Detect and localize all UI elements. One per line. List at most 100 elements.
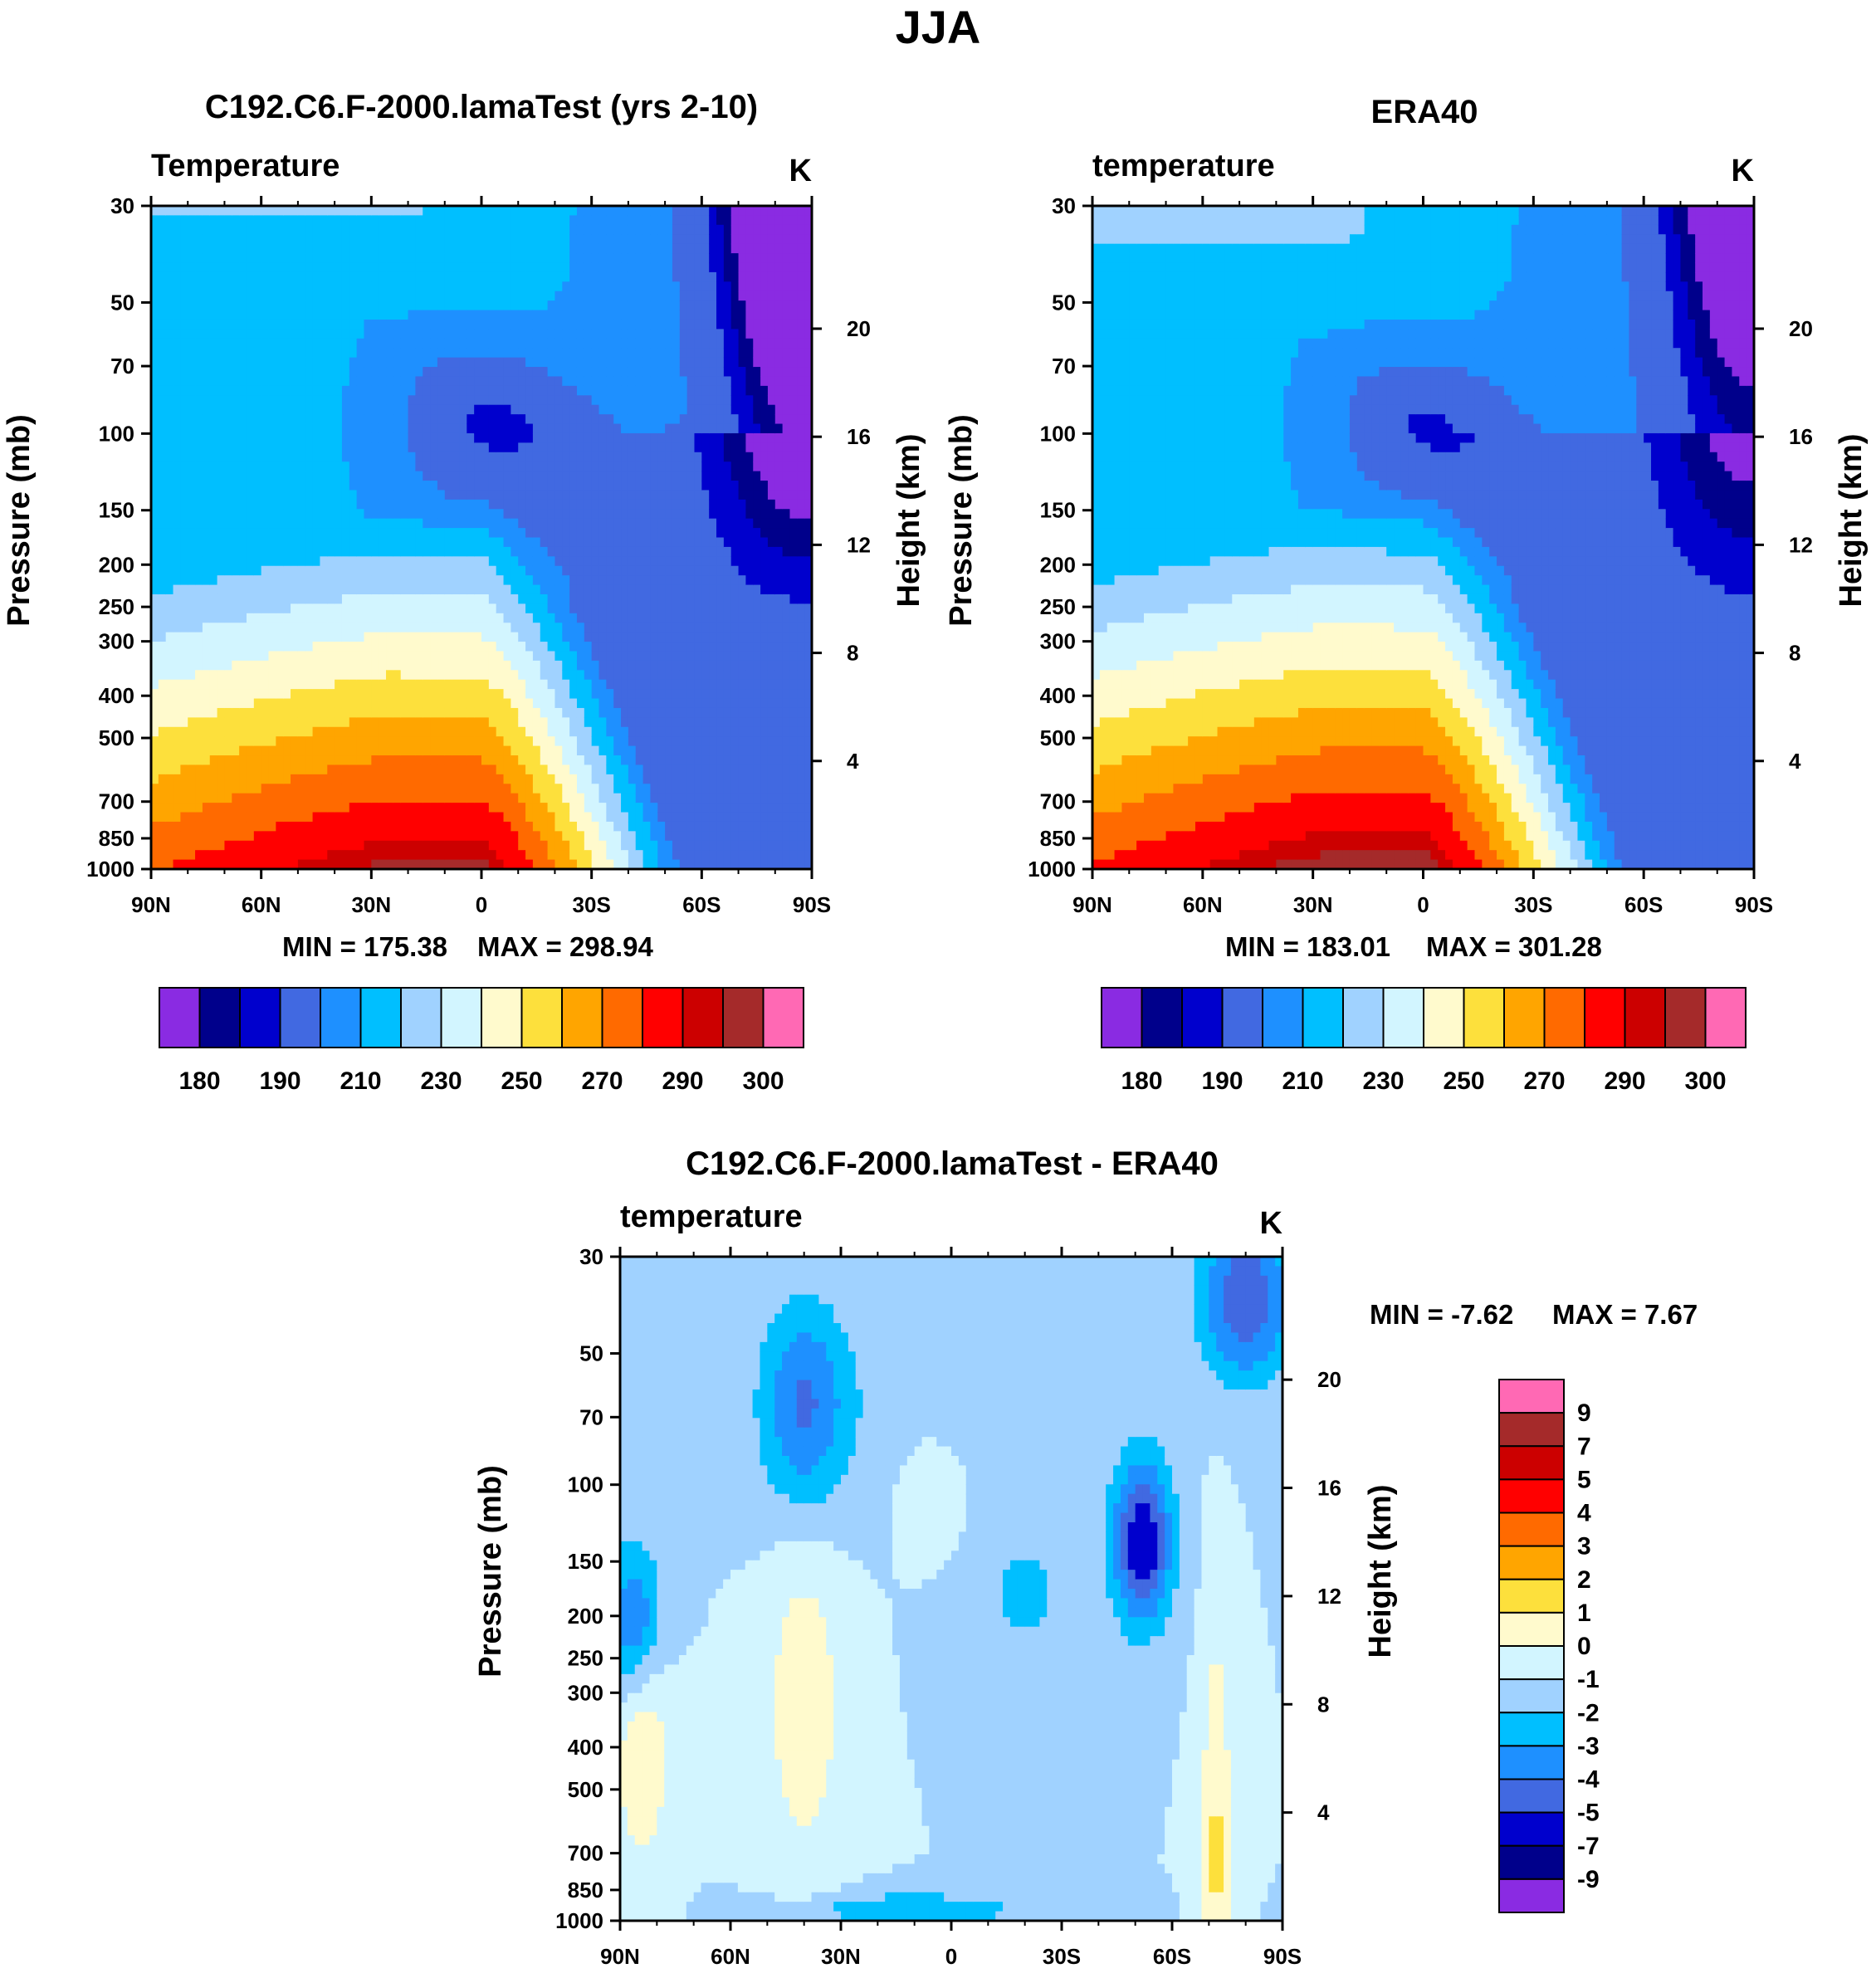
heatmap-cell (158, 423, 167, 434)
heatmap-cell (312, 859, 321, 870)
heatmap-cell (657, 432, 666, 443)
heatmap-cell (209, 642, 218, 652)
heatmap-cell (195, 850, 203, 861)
heatmap-cell (525, 784, 534, 794)
heatmap-cell (261, 537, 270, 548)
heatmap-cell (173, 546, 181, 557)
heatmap-cell (224, 367, 232, 378)
heatmap-cell (151, 271, 159, 282)
heatmap-cell (532, 859, 541, 870)
heatmap-cell (341, 395, 350, 406)
heatmap-cell (650, 376, 658, 387)
heatmap-cell (379, 234, 387, 245)
heatmap-cell (297, 698, 306, 709)
heatmap-cell (188, 623, 196, 633)
heatmap-cell (554, 623, 563, 633)
heatmap-cell (224, 556, 232, 567)
heatmap-cell (621, 319, 629, 330)
heatmap-cell (488, 546, 497, 557)
heatmap-cell (621, 404, 629, 415)
heatmap-cell (217, 329, 226, 339)
heatmap-cell (151, 556, 159, 567)
heatmap-cell (253, 281, 262, 292)
heatmap-cell (312, 291, 321, 301)
heatmap-cell (467, 518, 475, 529)
heatmap-cell (554, 329, 563, 339)
heatmap-cell (371, 376, 379, 387)
heatmap-cell (437, 575, 446, 586)
heatmap-cell (297, 717, 306, 728)
heatmap-cell (158, 300, 167, 311)
heatmap-cell (165, 253, 174, 264)
heatmap-cell (511, 234, 519, 245)
heatmap-cell (665, 584, 673, 595)
heatmap-cell (488, 698, 497, 709)
heatmap-cell (349, 831, 358, 842)
heatmap-cell (246, 442, 255, 453)
heatmap-cell (540, 528, 549, 539)
heatmap-cell (180, 726, 188, 737)
heatmap-cell (569, 206, 578, 217)
heatmap-cell (423, 528, 431, 539)
heatmap-cell (650, 462, 658, 472)
heatmap-cell (327, 329, 335, 339)
heatmap-cell (379, 613, 387, 623)
heatmap-cell (488, 784, 497, 794)
heatmap-cell (408, 755, 416, 766)
heatmap-cell (635, 546, 644, 557)
heatmap-cell (224, 698, 232, 709)
heatmap-cell (276, 253, 284, 264)
heatmap-cell (246, 556, 255, 567)
heatmap-cell (297, 462, 306, 472)
heatmap-cell (180, 518, 188, 529)
heatmap-cell (283, 698, 291, 709)
heatmap-cell (364, 404, 372, 415)
heatmap-cell (305, 689, 314, 700)
heatmap-cell (224, 310, 232, 320)
heatmap-cell (246, 414, 255, 425)
heatmap-cell (217, 840, 226, 851)
heatmap-cell (452, 395, 461, 406)
heatmap-cell (496, 840, 505, 851)
heatmap-cell (488, 593, 497, 604)
heatmap-cell (268, 215, 276, 226)
heatmap-cell (511, 281, 519, 292)
heatmap-cell (180, 831, 188, 842)
heatmap-cell (239, 253, 247, 264)
heatmap-cell (320, 679, 328, 690)
heatmap-cell (246, 812, 255, 823)
heatmap-cell (665, 404, 673, 415)
heatmap-cell (459, 338, 467, 349)
heatmap-cell (297, 537, 306, 548)
heatmap-cell (657, 357, 666, 368)
heatmap-cell (525, 395, 534, 406)
heatmap-cell (628, 679, 637, 690)
heatmap-cell (511, 367, 519, 378)
heatmap-cell (400, 300, 409, 311)
heatmap-cell (246, 603, 255, 614)
heatmap-cell (511, 319, 519, 330)
heatmap-cell (393, 698, 402, 709)
heatmap-cell (305, 603, 314, 614)
heatmap-cell (511, 745, 519, 756)
heatmap-cell (195, 528, 203, 539)
heatmap-cell (379, 565, 387, 576)
heatmap-cell (562, 518, 570, 529)
heatmap-cell (415, 528, 423, 539)
heatmap-cell (217, 385, 226, 396)
heatmap-cell (158, 575, 167, 586)
heatmap-cell (606, 670, 614, 681)
heatmap-cell (635, 224, 644, 235)
heatmap-cell (195, 689, 203, 700)
heatmap-cell (268, 471, 276, 481)
heatmap-cell (532, 528, 541, 539)
heatmap-cell (598, 537, 607, 548)
heatmap-cell (195, 603, 203, 614)
heatmap-cell (320, 821, 328, 832)
heatmap-cell (665, 670, 673, 681)
heatmap-cell (312, 632, 321, 642)
heatmap-cell (459, 224, 467, 235)
heatmap-cell (335, 784, 343, 794)
heatmap-cell (525, 707, 534, 718)
heatmap-cell (576, 774, 585, 784)
